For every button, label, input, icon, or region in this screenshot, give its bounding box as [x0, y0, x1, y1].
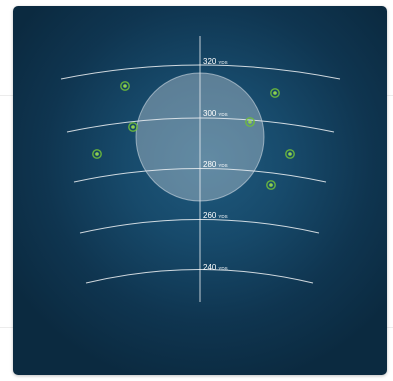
- distance-label-320: 320 YDS: [203, 57, 228, 66]
- dispersion-circle: [135, 72, 265, 202]
- distance-arc-240: [85, 269, 314, 284]
- shot-dispersion-panel: 320 YDS 300 YDS 280 YDS 260 YDS 240 YDS: [13, 6, 387, 375]
- distance-arc-280: [73, 168, 327, 183]
- shot-marker[interactable]: [285, 149, 295, 159]
- distance-arc-320: [60, 64, 341, 80]
- distance-label-300: 300 YDS: [203, 109, 228, 118]
- shot-marker[interactable]: [92, 149, 102, 159]
- distance-label-260: 260 YDS: [203, 211, 228, 220]
- distance-label-280: 280 YDS: [203, 160, 228, 169]
- distance-label-240: 240 YDS: [203, 263, 228, 272]
- shot-marker[interactable]: [266, 180, 276, 190]
- shot-marker[interactable]: [128, 122, 138, 132]
- shot-marker[interactable]: [120, 81, 130, 91]
- shot-dispersion-chart: 320 YDS 300 YDS 280 YDS 260 YDS 240 YDS: [60, 36, 341, 302]
- shot-marker[interactable]: [270, 88, 280, 98]
- distance-arc-260: [79, 219, 320, 234]
- distance-arc-300: [66, 117, 335, 133]
- shot-marker[interactable]: [245, 117, 255, 127]
